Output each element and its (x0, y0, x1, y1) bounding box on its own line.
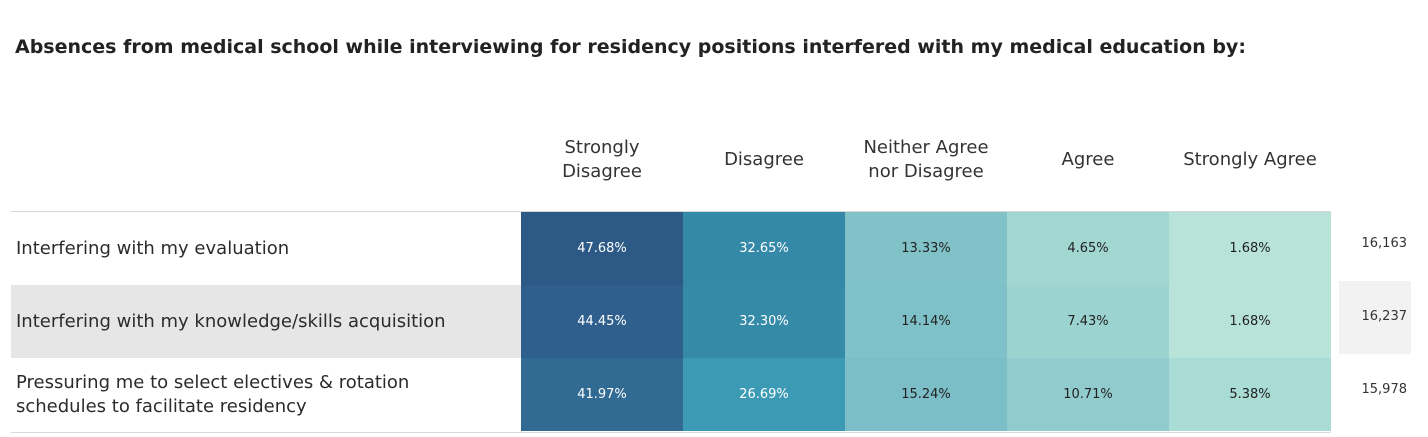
column-header: Strongly Disagree (521, 130, 683, 190)
heatmap-cell: 7.43% (1007, 285, 1169, 358)
row-total: 15,978 (1361, 382, 1408, 397)
column-header: Neither Agree nor Disagree (845, 130, 1007, 190)
cell-value: 47.68% (577, 241, 627, 256)
row-label: Interfering with my evaluation (16, 212, 516, 286)
column-header-text: Agree (1062, 148, 1115, 172)
column-header-line: nor Disagree (868, 161, 984, 182)
bottom-divider (11, 432, 1331, 433)
column-header-line: Disagree (562, 161, 642, 182)
column-header: Strongly Agree (1169, 130, 1331, 190)
row-background (11, 358, 521, 432)
cell-value: 44.45% (577, 314, 627, 329)
heatmap-cell: 13.33% (845, 212, 1007, 285)
row-background (11, 212, 521, 286)
column-header-text: Neither Agree nor Disagree (863, 136, 988, 184)
heatmap-cell: 4.65% (1007, 212, 1169, 285)
total-background (1339, 208, 1411, 282)
cell-value: 41.97% (577, 387, 627, 402)
heatmap-cell: 47.68% (521, 212, 683, 285)
heatmap-cell: 14.14% (845, 285, 1007, 358)
heatmap-cell: 5.38% (1169, 358, 1331, 431)
column-header-line: Disagree (724, 149, 804, 170)
cell-value: 15.24% (901, 387, 951, 402)
column-header-line: Neither Agree (863, 137, 989, 158)
column-header-text: Strongly Agree (1183, 148, 1317, 172)
column-header-text: Strongly Disagree (562, 136, 642, 184)
heatmap-cell: 1.68% (1169, 212, 1331, 285)
column-header-line: Agree (1061, 149, 1115, 170)
column-header: Agree (1007, 130, 1169, 190)
row-total: 16,163 (1361, 236, 1408, 251)
row-label-line: Interfering with my evaluation (16, 238, 290, 259)
heatmap-cell: 32.65% (683, 212, 845, 285)
column-header-line: Strongly (564, 137, 640, 158)
heatmap-cell: 44.45% (521, 285, 683, 358)
heatmap-cell: 15.24% (845, 358, 1007, 431)
heatmap-cell: 10.71% (1007, 358, 1169, 431)
row-label: Pressuring me to select electives & rota… (16, 358, 516, 432)
cell-value: 14.14% (901, 314, 951, 329)
heatmap-cell: 1.68% (1169, 285, 1331, 358)
header-divider (11, 211, 1331, 212)
column-header-text: Disagree (724, 148, 804, 172)
row-label: Interfering with my knowledge/skills acq… (16, 285, 516, 359)
row-label-line: Pressuring me to select electives & rota… (16, 372, 410, 393)
heatmap-cell: 32.30% (683, 285, 845, 358)
chart-title: Absences from medical school while inter… (15, 36, 1246, 58)
column-header-line: Strongly Agree (1183, 149, 1317, 170)
row-total: 16,237 (1361, 309, 1408, 324)
column-header: Disagree (683, 130, 845, 190)
cell-value: 1.68% (1229, 314, 1271, 329)
cell-value: 32.65% (739, 241, 789, 256)
heatmap-cell: 41.97% (521, 358, 683, 431)
row-label-text: Interfering with my knowledge/skills acq… (16, 310, 446, 334)
cell-value: 7.43% (1067, 314, 1109, 329)
cell-value: 1.68% (1229, 241, 1271, 256)
cell-value: 4.65% (1067, 241, 1109, 256)
cell-value: 5.38% (1229, 387, 1271, 402)
cell-value: 10.71% (1063, 387, 1113, 402)
row-label-text: Pressuring me to select electives & rota… (16, 371, 409, 419)
row-background (11, 285, 521, 359)
cell-value: 13.33% (901, 241, 951, 256)
row-label-line: Interfering with my knowledge/skills acq… (16, 311, 446, 332)
row-label-line: schedules to facilitate residency (16, 396, 307, 417)
heatmap-cell: 26.69% (683, 358, 845, 431)
cell-value: 32.30% (739, 314, 789, 329)
row-label-text: Interfering with my evaluation (16, 237, 289, 261)
cell-value: 26.69% (739, 387, 789, 402)
total-background (1339, 281, 1411, 355)
total-background (1339, 354, 1411, 428)
